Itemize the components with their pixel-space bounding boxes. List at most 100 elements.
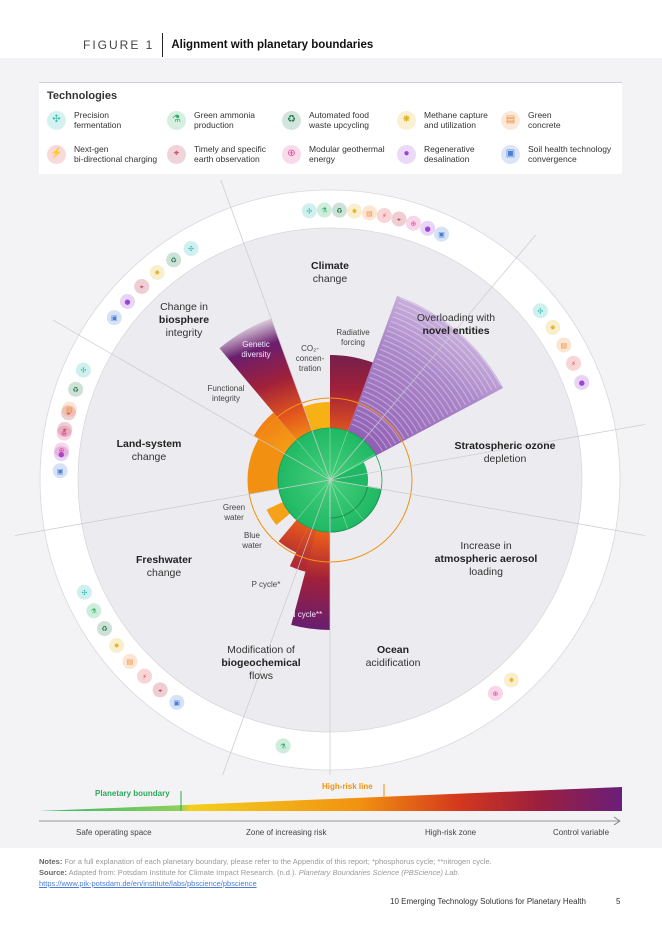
sublabel-co2-2: concen- <box>296 354 325 363</box>
food-icon: ♻ <box>97 621 113 637</box>
sector-divider-outer <box>220 180 245 244</box>
desal-icon: ● <box>397 144 416 164</box>
icon-badge <box>53 446 69 462</box>
report-title-footer: 10 Emerging Technology Solutions for Pla… <box>390 897 586 906</box>
hatch-line <box>385 334 467 406</box>
sector-divider-outer <box>222 716 245 775</box>
sector-divider <box>329 286 493 481</box>
sublabel-genetic-2: diversity <box>241 350 270 359</box>
icon-glyph: ✸ <box>550 324 556 332</box>
hatch-line <box>354 414 392 447</box>
source-link[interactable]: https://www.pik-potsdam.de/en/institute/… <box>39 879 257 888</box>
legend-label: Timely and specific earth observation <box>194 144 266 164</box>
core-ray <box>329 479 364 520</box>
earth-icon: ⌖ <box>60 405 76 421</box>
sub-labels: Radiative forcing CO₂- concen- tration G… <box>208 328 371 619</box>
zone-increasing-risk-label: Zone of increasing risk <box>246 828 327 837</box>
planetary-boundary-label: Planetary boundary <box>95 789 170 798</box>
hatch-line <box>396 306 493 391</box>
icon-glyph: ▣ <box>57 467 64 475</box>
legend-item-ammonia: ⚗ Green ammonia production <box>167 110 255 130</box>
sublabel-functional-2: integrity <box>212 394 240 403</box>
icon-badge <box>391 211 407 227</box>
icon-glyph: ▣ <box>438 231 445 239</box>
sector-divider <box>329 435 579 481</box>
methane-icon: ✸ <box>397 110 416 130</box>
desal-icon: ● <box>574 374 590 390</box>
sector-divider-outer <box>52 319 112 355</box>
icon-glyph: ♻ <box>101 625 107 633</box>
legend-item-geo: ⊕ Modular geothermal energy <box>282 144 385 164</box>
label-novel-2: novel entities <box>422 325 489 337</box>
notes-line: Notes: For a full explanation of each pl… <box>39 856 629 867</box>
hatch-line <box>369 376 427 427</box>
icon-badge <box>75 362 91 378</box>
icon-badge <box>183 241 199 257</box>
sector-divider <box>111 353 331 481</box>
icon-badge <box>122 653 138 669</box>
icon-glyph: ▣ <box>174 699 181 707</box>
icon-glyph: ✸ <box>154 269 160 277</box>
sublabel-green-water-2: water <box>223 513 244 522</box>
icon-glyph: ⌖ <box>140 283 144 291</box>
hatch-line <box>387 330 471 403</box>
source-italic: Planetary Boundaries Science (PBScience)… <box>298 868 458 877</box>
legend-item-soil: ▣ Soil health technology convergence <box>501 144 611 164</box>
icon-badge <box>137 668 153 684</box>
icon-badge <box>119 293 135 309</box>
icon-glyph: ⌖ <box>67 409 71 417</box>
sublabel-green-water-1: Green <box>223 503 245 512</box>
earth-icon: ⌖ <box>391 211 407 227</box>
high-risk-line-label: High-risk line <box>322 782 373 791</box>
icon-badge <box>503 672 519 688</box>
icon-glyph: ● <box>579 379 585 387</box>
icon-badge <box>54 442 70 458</box>
hatch-line <box>358 404 401 442</box>
notes-block: Notes: For a full explanation of each pl… <box>39 856 629 889</box>
sector-divider-outer <box>14 523 82 536</box>
hatch-line <box>363 390 414 435</box>
sector-divider <box>329 479 579 525</box>
core-ray <box>296 440 331 481</box>
icon-badge <box>149 265 165 281</box>
precision-icon: ✣ <box>75 362 91 378</box>
icon-glyph: ⊕ <box>59 447 65 455</box>
icon-glyph: ⊕ <box>410 220 416 228</box>
hatch-line <box>397 302 497 389</box>
hatch-line <box>371 372 432 425</box>
legend-item-bidi: ⚡ Next-gen bi-directional charging <box>47 144 157 164</box>
label-land-1: Land-system <box>117 438 182 450</box>
figure-title: Alignment with planetary boundaries <box>171 39 374 51</box>
hatch-line <box>374 362 440 420</box>
icon-glyph: ⚗ <box>321 207 327 215</box>
geo-icon: ⊕ <box>54 442 70 458</box>
hatch-line <box>365 386 418 432</box>
label-aerosol-2: atmospheric aerosol <box>435 553 538 565</box>
concrete-icon: ▤ <box>361 205 377 221</box>
icon-glyph: ✣ <box>306 207 312 215</box>
methane-icon: ✸ <box>109 637 125 653</box>
earth-icon: ⌖ <box>134 278 150 294</box>
figure-header: FIGURE 1 Alignment with planetary bounda… <box>83 32 373 58</box>
bidi-icon: ⚡ <box>137 668 153 684</box>
label-bio-3: integrity <box>166 327 204 339</box>
methane-icon: ✸ <box>149 265 165 281</box>
label-bio-1: Change in <box>160 301 208 313</box>
sector-divider-outer <box>578 523 646 536</box>
icon-glyph: ▤ <box>561 342 568 350</box>
methane-icon: ✸ <box>545 319 561 335</box>
label-bio-2: biosphere <box>159 314 209 326</box>
geo-icon: ⊕ <box>282 144 301 164</box>
sublabel-co2-3: tration <box>299 364 321 373</box>
label-climate-1: Climate <box>311 260 349 272</box>
food-icon: ♻ <box>68 381 84 397</box>
hatch-line <box>381 344 458 410</box>
safe-operating-space-label: Safe operating space <box>76 828 152 837</box>
legend-item-earth: ⌖ Timely and specific earth observation <box>167 144 266 164</box>
icon-glyph: ⌖ <box>63 426 67 434</box>
sublabel-co2-1: CO₂- <box>301 344 319 353</box>
label-ocean-1: Ocean <box>377 644 409 656</box>
icon-badge <box>346 203 362 219</box>
source-text: Adapted from: Potsdam Institute for Clim… <box>66 868 299 877</box>
icon-badge <box>301 203 317 219</box>
